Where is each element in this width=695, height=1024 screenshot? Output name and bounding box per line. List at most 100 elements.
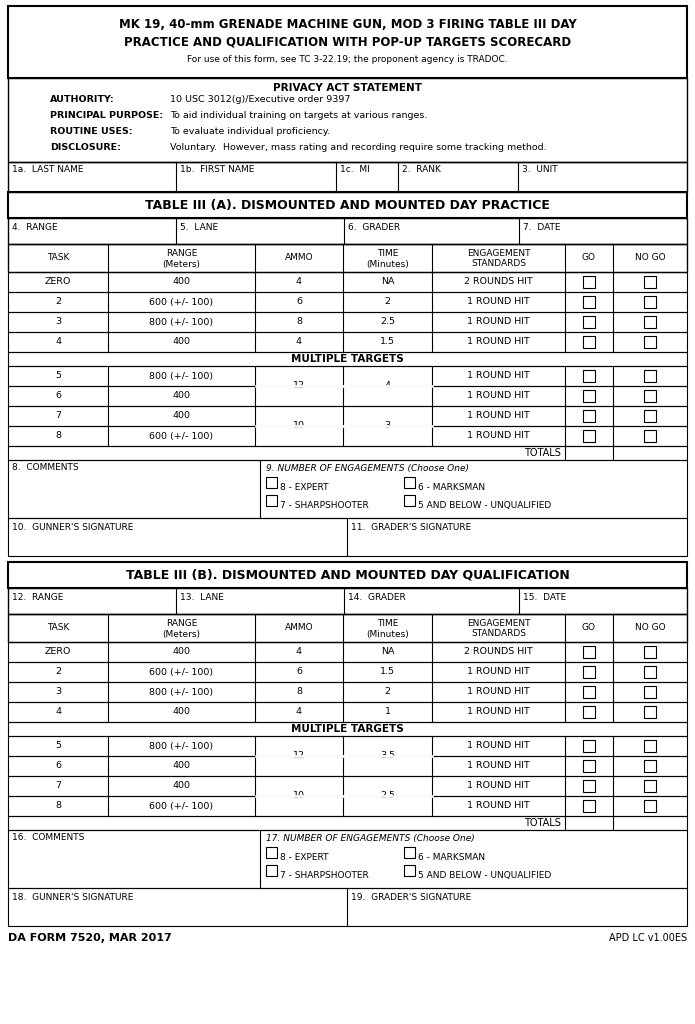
Text: 7.  DATE: 7. DATE (523, 222, 560, 231)
Bar (8, 6, 687, 78)
Bar (8, 218, 687, 244)
Text: (Meters): (Meters) (163, 630, 200, 639)
Text: 1.5: 1.5 (380, 338, 395, 346)
Text: STANDARDS: STANDARDS (471, 259, 526, 268)
Text: 1 ROUND HIT: 1 ROUND HIT (467, 802, 530, 811)
Text: 2.  RANK: 2. RANK (402, 166, 441, 174)
Bar (8, 796, 687, 816)
Text: MULTIPLE TARGETS: MULTIPLE TARGETS (291, 354, 404, 364)
Text: AMMO: AMMO (285, 624, 313, 633)
Text: 5 AND BELOW - UNQUALIFIED: 5 AND BELOW - UNQUALIFIED (418, 871, 551, 880)
Text: 15.  DATE: 15. DATE (523, 593, 566, 601)
Text: 4: 4 (296, 647, 302, 656)
Text: 6: 6 (55, 762, 61, 770)
Bar (266, 476, 277, 487)
Text: 19.  GRADER'S SIGNATURE: 19. GRADER'S SIGNATURE (351, 893, 471, 901)
Bar (644, 410, 656, 422)
Bar (8, 426, 687, 446)
Bar (583, 430, 595, 442)
Bar (8, 244, 687, 272)
Bar (404, 476, 415, 487)
Text: 5 AND BELOW - UNQUALIFIED: 5 AND BELOW - UNQUALIFIED (418, 501, 551, 510)
Text: 3.5: 3.5 (380, 752, 395, 761)
Bar (8, 352, 687, 366)
Text: 1 ROUND HIT: 1 ROUND HIT (467, 298, 530, 306)
Bar (8, 682, 687, 702)
Text: 12.  RANGE: 12. RANGE (12, 593, 63, 601)
Text: PRIVACY ACT STATEMENT: PRIVACY ACT STATEMENT (273, 83, 422, 93)
Bar (583, 740, 595, 752)
Bar (266, 495, 277, 506)
Bar (644, 800, 656, 812)
Text: AMMO: AMMO (285, 254, 313, 262)
Bar (583, 316, 595, 328)
Bar (266, 864, 277, 876)
Text: TASK: TASK (47, 254, 70, 262)
Text: 17. NUMBER OF ENGAGEMENTS (Choose One): 17. NUMBER OF ENGAGEMENTS (Choose One) (266, 834, 475, 843)
Bar (8, 614, 687, 642)
Text: 800 (+/- 100): 800 (+/- 100) (149, 317, 213, 327)
Text: 10: 10 (293, 792, 305, 801)
Text: NA: NA (381, 647, 394, 656)
Text: 10: 10 (293, 422, 305, 430)
Text: 2.5: 2.5 (380, 317, 395, 327)
Text: 5.  LANE: 5. LANE (180, 222, 218, 231)
Bar (8, 642, 687, 662)
Bar (8, 888, 687, 926)
Bar (644, 760, 656, 772)
Text: 1: 1 (384, 708, 391, 717)
Text: 1 ROUND HIT: 1 ROUND HIT (467, 781, 530, 791)
Text: (Minutes): (Minutes) (366, 259, 409, 268)
Bar (644, 316, 656, 328)
Text: 8 - EXPERT: 8 - EXPERT (280, 483, 329, 492)
Text: 6 - MARKSMAN: 6 - MARKSMAN (418, 853, 485, 862)
Text: PRINCIPAL PURPOSE:: PRINCIPAL PURPOSE: (50, 112, 163, 121)
Text: 16.  COMMENTS: 16. COMMENTS (12, 834, 84, 843)
Bar (8, 702, 687, 722)
Bar (644, 336, 656, 348)
Text: 400: 400 (172, 338, 190, 346)
Bar (644, 390, 656, 402)
Text: GO: GO (582, 254, 596, 262)
Text: TOTALS: TOTALS (524, 818, 561, 828)
Text: 600 (+/- 100): 600 (+/- 100) (149, 298, 213, 306)
Bar (583, 780, 595, 792)
Text: AUTHORITY:: AUTHORITY: (50, 95, 115, 104)
Bar (8, 518, 687, 556)
Text: 800 (+/- 100): 800 (+/- 100) (149, 741, 213, 751)
Bar (8, 332, 687, 352)
Text: 400: 400 (172, 781, 190, 791)
Text: 2.5: 2.5 (380, 792, 395, 801)
Text: 1 ROUND HIT: 1 ROUND HIT (467, 338, 530, 346)
Text: 18.  GUNNER'S SIGNATURE: 18. GUNNER'S SIGNATURE (12, 893, 133, 901)
Text: ZERO: ZERO (44, 278, 71, 287)
Text: 14.  GRADER: 14. GRADER (348, 593, 406, 601)
Bar (8, 662, 687, 682)
Text: For use of this form, see TC 3-22.19; the proponent agency is TRADOC.: For use of this form, see TC 3-22.19; th… (187, 55, 508, 65)
Bar (644, 370, 656, 382)
Bar (404, 864, 415, 876)
Text: 5: 5 (55, 741, 61, 751)
Text: 4: 4 (55, 338, 61, 346)
Text: 400: 400 (172, 708, 190, 717)
Text: 800 (+/- 100): 800 (+/- 100) (149, 372, 213, 381)
Bar (8, 162, 687, 193)
Text: 2: 2 (384, 687, 391, 696)
Bar (8, 756, 687, 776)
Bar (8, 386, 687, 406)
Text: (Minutes): (Minutes) (366, 630, 409, 639)
Text: NO GO: NO GO (635, 624, 665, 633)
Text: APD LC v1.00ES: APD LC v1.00ES (609, 933, 687, 943)
Text: NA: NA (381, 278, 394, 287)
Bar (644, 646, 656, 658)
Text: 4: 4 (384, 382, 391, 390)
Text: PRACTICE AND QUALIFICATION WITH POP-UP TARGETS SCORECARD: PRACTICE AND QUALIFICATION WITH POP-UP T… (124, 36, 571, 48)
Text: TIME: TIME (377, 618, 398, 628)
Bar (8, 830, 687, 888)
Text: 600 (+/- 100): 600 (+/- 100) (149, 668, 213, 677)
Bar (8, 312, 687, 332)
Bar (583, 336, 595, 348)
Bar (644, 430, 656, 442)
Text: 600 (+/- 100): 600 (+/- 100) (149, 431, 213, 440)
Text: 6.  GRADER: 6. GRADER (348, 222, 400, 231)
